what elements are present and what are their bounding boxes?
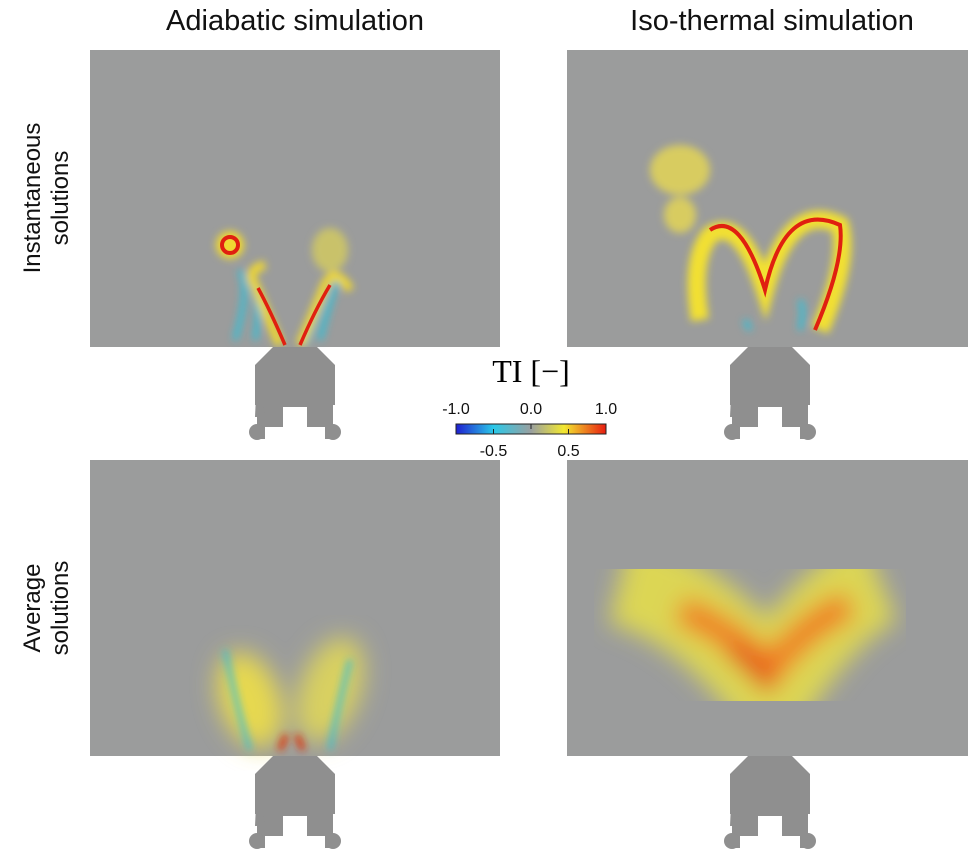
burner [724,756,816,849]
colorbar-tick-label: 0.5 [557,443,579,460]
panel [90,460,500,756]
column-title: Iso-thermal simulation [630,5,914,37]
colorbar-label: TI [−] [492,353,570,389]
row-label-line: Average [19,564,46,653]
column-title: Adiabatic simulation [166,5,424,37]
row-label-line: solutions [47,151,74,246]
burner [724,347,816,440]
burner [249,347,341,440]
row-label: Average solutions [19,561,74,656]
row-label-line: solutions [47,561,74,656]
colorbar-tick-label: -0.5 [480,443,508,460]
row-label: Instantaneous solutions [19,123,74,274]
panel [90,50,500,347]
panel [567,50,968,347]
burner [249,756,341,849]
row-label-line: Instantaneous [19,123,46,274]
colorbar-tick-label: -1.0 [442,401,470,418]
colorbar-tick-label: 0.0 [520,401,542,418]
panel [567,460,968,767]
colorbar-tick-label: 1.0 [595,401,617,418]
colorbar-ticks: -1.0 0.0 1.0 -0.5 0.5 [442,401,617,460]
